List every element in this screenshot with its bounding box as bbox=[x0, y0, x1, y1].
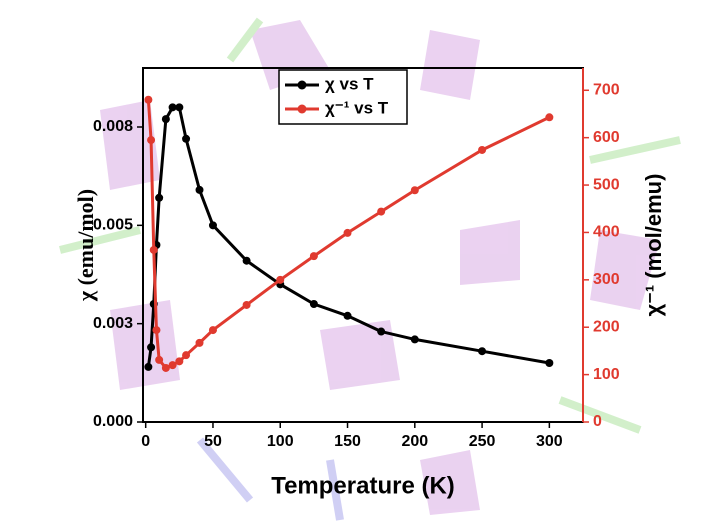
data-point bbox=[276, 275, 285, 284]
data-point bbox=[478, 347, 487, 356]
data-point bbox=[343, 228, 352, 237]
y-tick-label: 0.005 bbox=[93, 217, 133, 234]
data-point bbox=[208, 221, 217, 230]
data-point bbox=[478, 145, 487, 154]
y-axis-title: χ (emu/mol) bbox=[73, 189, 98, 302]
legend-marker bbox=[297, 104, 307, 114]
data-point bbox=[545, 113, 554, 122]
data-point bbox=[168, 361, 177, 370]
data-point bbox=[242, 300, 251, 309]
data-point bbox=[152, 326, 161, 335]
data-point bbox=[155, 355, 164, 364]
y2-tick-label: 100 bbox=[593, 366, 620, 383]
x-tick-label: 150 bbox=[334, 433, 361, 450]
data-point bbox=[147, 343, 156, 352]
y2-tick-label: 500 bbox=[593, 176, 620, 193]
data-point bbox=[161, 363, 170, 372]
y2-tick-label: 400 bbox=[593, 224, 620, 241]
data-point bbox=[545, 359, 554, 367]
x-tick-label: 300 bbox=[536, 433, 563, 450]
data-point bbox=[309, 300, 318, 308]
legend-label: χ⁻¹ vs T bbox=[325, 98, 389, 117]
legend: χ vs T χ⁻¹ vs T bbox=[278, 69, 408, 125]
data-point bbox=[175, 357, 184, 366]
y2-tick-label: 700 bbox=[593, 81, 620, 98]
data-point bbox=[195, 338, 204, 347]
y2-tick-label: 200 bbox=[593, 318, 620, 335]
x-tick-label: 200 bbox=[401, 433, 428, 450]
data-point bbox=[144, 362, 153, 371]
x-tick-label: 100 bbox=[267, 433, 294, 450]
y-tick-label: 0.008 bbox=[93, 118, 133, 135]
background-decoration bbox=[59, 17, 681, 521]
y2-tick-label: 600 bbox=[593, 129, 620, 146]
data-point bbox=[309, 252, 318, 261]
data-point bbox=[208, 326, 217, 335]
data-point bbox=[377, 327, 386, 336]
y-tick-label: 0.000 bbox=[93, 413, 133, 430]
y2-tick-label: 300 bbox=[593, 271, 620, 288]
data-point bbox=[242, 256, 251, 265]
x-tick-label: 250 bbox=[469, 433, 496, 450]
y2-axis-title: χ⁻¹ (mol/emu) bbox=[641, 174, 666, 317]
data-point bbox=[182, 134, 191, 143]
y2-tick-label: 0 bbox=[593, 413, 602, 430]
data-point bbox=[168, 103, 177, 112]
data-point bbox=[410, 335, 419, 344]
x-tick-label: 50 bbox=[204, 433, 222, 450]
data-point bbox=[149, 245, 158, 254]
legend-label: χ vs T bbox=[325, 74, 374, 93]
x-axis-title: Temperature (K) bbox=[271, 472, 455, 499]
data-point bbox=[155, 193, 164, 202]
data-point bbox=[175, 103, 184, 112]
data-point bbox=[377, 207, 386, 216]
x-tick-label: 0 bbox=[141, 433, 150, 450]
data-point bbox=[144, 95, 153, 104]
data-point bbox=[343, 311, 352, 320]
data-point bbox=[147, 136, 156, 145]
data-point bbox=[410, 186, 419, 195]
data-point bbox=[195, 185, 204, 194]
data-point bbox=[161, 115, 170, 124]
y-tick-label: 0.003 bbox=[93, 315, 133, 332]
legend-box bbox=[278, 69, 408, 125]
data-point bbox=[182, 351, 191, 360]
legend-marker bbox=[297, 80, 307, 90]
